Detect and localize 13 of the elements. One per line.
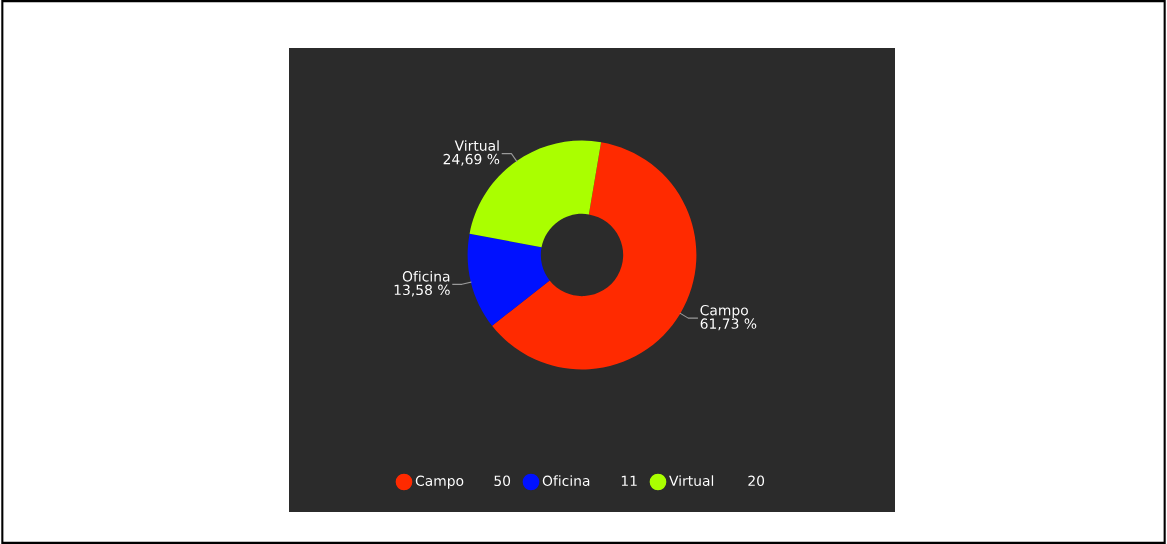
legend-label: Oficina xyxy=(542,475,590,487)
text: 50 xyxy=(494,475,511,487)
legend-label: Virtual xyxy=(669,475,714,487)
text: 20 xyxy=(748,475,765,487)
slice-label: Oficina xyxy=(402,270,450,282)
data-label: 61,73 % xyxy=(700,318,757,331)
data-label: 24,69 % xyxy=(443,153,500,166)
donut-slice xyxy=(467,233,550,326)
data-label: 13,58 % xyxy=(394,284,450,297)
slice-label: Campo xyxy=(700,304,748,319)
legend-label: Campo xyxy=(415,475,464,489)
slice-label: Virtual xyxy=(454,140,499,151)
text: 11 xyxy=(621,475,637,486)
